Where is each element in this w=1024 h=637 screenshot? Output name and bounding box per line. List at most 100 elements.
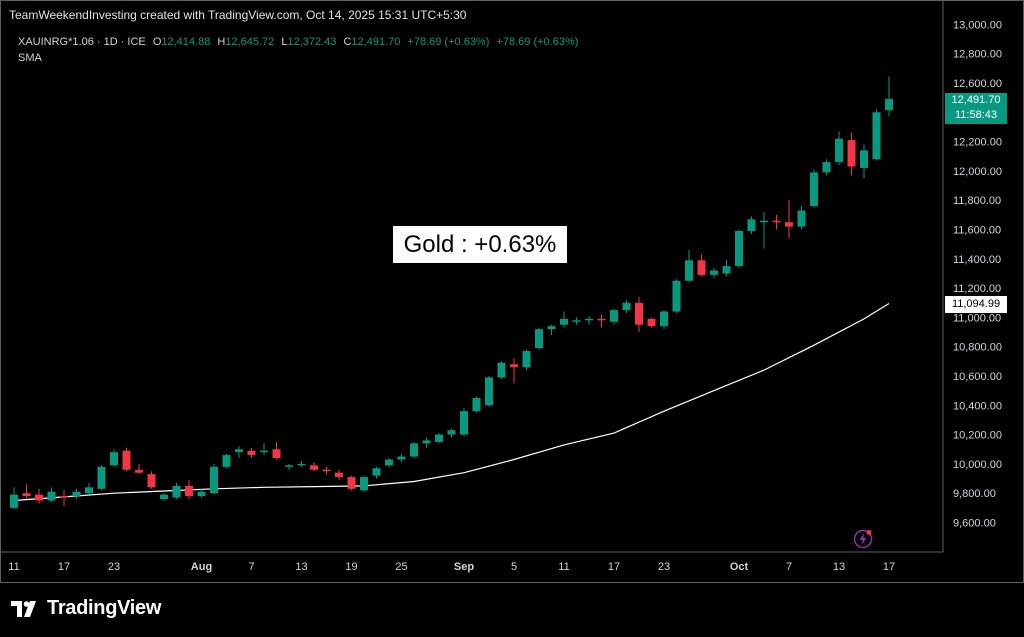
candle-body[interactable] [585,318,593,321]
candle-body[interactable] [47,491,56,501]
candle-body[interactable] [760,220,768,223]
candle-body[interactable] [622,302,631,311]
candle-body[interactable] [297,463,306,466]
candle-body[interactable] [847,140,856,167]
candle-body[interactable] [597,318,606,321]
gold-annotation: Gold : +0.63% [393,226,567,263]
candle-body[interactable] [247,450,256,456]
candle-body[interactable] [735,230,743,267]
candle-body[interactable] [197,491,206,497]
candle-body[interactable] [372,468,381,476]
x-tick-label: 13 [295,561,307,573]
x-tick-label: 13 [833,561,845,573]
candle-body[interactable] [410,443,418,457]
candle-body[interactable] [285,465,293,467]
candle-body[interactable] [872,112,881,160]
tradingview-logo[interactable]: TradingView [11,597,161,620]
close-value: C12,491.70 [343,36,401,48]
y-tick-label: 11,000.00 [953,312,1001,324]
candle-body[interactable] [710,270,718,275]
candle-body[interactable] [160,494,168,500]
y-tick-label: 12,800.00 [953,49,1002,61]
candle-body[interactable] [647,318,656,327]
price-chart[interactable]: 9,600.00 9,800.00 10,000.00 10,200.00 10,400… [0,0,1024,583]
x-tick-label: Oct [730,561,749,573]
candle-body[interactable] [422,440,431,444]
candle-body[interactable] [522,351,531,368]
last-price-value: 12,491.70 [951,94,1001,106]
candle-body[interactable] [235,449,243,453]
candle-body[interactable] [447,430,456,435]
candle-body[interactable] [885,98,893,111]
lightning-icon[interactable] [853,529,873,549]
sma-line[interactable] [13,302,890,502]
candle-body[interactable] [535,329,543,349]
candle-body[interactable] [222,455,231,467]
bar-countdown: 11:58:43 [954,109,997,121]
candle-body[interactable] [685,260,693,281]
candle-body[interactable] [435,434,443,442]
candle-body[interactable] [610,310,618,322]
candle-body[interactable] [35,494,43,501]
candle-body[interactable] [747,219,756,231]
candle-body[interactable] [360,477,368,491]
candle-body[interactable] [472,397,481,412]
candle-body[interactable] [322,469,331,472]
sma-price-label: 11,094.99 [945,296,1007,313]
candle-body[interactable] [822,162,831,173]
candle-body[interactable] [110,452,118,466]
candle-body[interactable] [310,465,318,470]
symbol-name[interactable]: XAUINRG*1.06 · 1D · ICE [18,36,146,48]
candle-body[interactable] [497,362,506,378]
x-tick-label: Aug [191,561,212,573]
x-tick-label: 23 [658,561,670,573]
indicator-label[interactable]: SMA [18,52,42,64]
candle-body[interactable] [810,172,818,207]
candle-body[interactable] [60,496,68,498]
x-tick-label: 19 [345,561,357,573]
tradingview-logo-icon [11,600,36,617]
x-tick-label: 25 [395,561,407,573]
candle-body[interactable] [85,487,93,494]
candle-body[interactable] [260,450,268,453]
candle-body[interactable] [772,220,781,223]
x-tick-label: 11 [8,561,19,573]
candle-body[interactable] [547,326,556,330]
logo-text: TradingView [47,597,162,619]
candle-body[interactable] [72,491,81,497]
x-tick-label: Sep [454,561,474,573]
candle-body[interactable] [22,493,31,497]
candle-body[interactable] [397,456,406,460]
candle-body[interactable] [272,449,281,459]
candle-body[interactable] [572,320,581,322]
candle-body[interactable] [510,364,518,368]
candle-body[interactable] [335,472,343,478]
candle-body[interactable] [347,477,356,489]
candle-body[interactable] [785,222,793,227]
candle-body[interactable] [797,210,806,227]
candle-body[interactable] [722,266,731,274]
candle-body[interactable] [10,494,18,508]
candle-body[interactable] [672,280,681,312]
candle-body[interactable] [635,302,643,325]
y-tick-label: 11,200.00 [953,283,1001,295]
candle-body[interactable] [560,318,568,325]
candle-body[interactable] [122,450,131,470]
y-tick-label: 13,000.00 [953,19,1002,31]
candle-body[interactable] [135,469,143,473]
candle-body[interactable] [147,474,156,488]
candle-body[interactable] [485,377,493,406]
open-value: O12,414.88 [152,36,211,48]
candle-body[interactable] [835,138,843,163]
candle-body[interactable] [97,466,106,489]
candle-body[interactable] [185,485,193,497]
candle-body[interactable] [697,260,706,275]
candle-body[interactable] [860,150,868,168]
candle-body[interactable] [460,411,468,435]
candle-body[interactable] [660,311,668,327]
y-tick-label: 12,200.00 [953,137,1002,149]
x-tick-label: 7 [248,561,254,573]
candle-body[interactable] [210,466,218,494]
candle-body[interactable] [385,459,393,466]
candle-body[interactable] [172,485,181,498]
